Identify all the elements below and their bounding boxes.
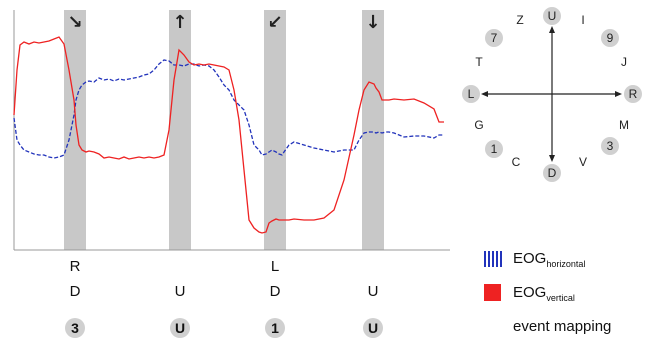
legend-event-mapping: event mapping (513, 318, 612, 335)
compass-circle-label: R (629, 87, 638, 101)
chart-axes (13, 10, 450, 251)
compass-circle (601, 137, 619, 155)
event-band (64, 10, 86, 250)
event-mapping-badge: 1 (265, 318, 285, 338)
compass-circle-label: U (548, 9, 557, 23)
compass-arrowhead-left (481, 91, 488, 97)
compass-arrowhead-right (615, 91, 622, 97)
legend-horizontal-sub: horizontal (546, 259, 586, 269)
event-bands (64, 10, 384, 250)
event-band (362, 10, 384, 250)
event-mapping-badge: U (363, 318, 383, 338)
legend-vertical-label: EOGvertical (513, 284, 575, 303)
legend-vertical-sub: vertical (546, 293, 575, 303)
legend-horizontal-swatch-bar (488, 251, 490, 267)
compass-letter: M (619, 118, 629, 132)
compass-circle-label: 9 (607, 31, 614, 45)
compass-circle (485, 140, 503, 158)
compass-circle (601, 29, 619, 47)
legend-swatches (484, 251, 502, 301)
event-direction-label: D (269, 283, 281, 300)
compass-circle (462, 85, 480, 103)
direction-arrow: ↙ (267, 12, 282, 33)
compass-letter: Z (516, 13, 523, 27)
event-mapping-badge: U (170, 318, 190, 338)
compass-circle-label: L (468, 87, 475, 101)
compass-circle (543, 164, 561, 182)
legend-horizontal-label: EOGhorizontal (513, 250, 585, 269)
event-band (169, 10, 191, 250)
series-horizontal-line (13, 59, 444, 159)
direction-arrow: ↓ (365, 12, 380, 33)
event-band (264, 10, 286, 250)
compass-letter: T (475, 55, 483, 69)
direction-arrow: ↘ (67, 12, 82, 33)
event-direction-label: U (174, 283, 186, 300)
compass-arrowhead-down (549, 155, 555, 162)
compass-arrowhead-up (549, 26, 555, 33)
legend-horizontal-swatch-bar (492, 251, 494, 267)
compass-letter: I (581, 13, 584, 27)
legend-horizontal-swatch-bar (484, 251, 486, 267)
compass-circle-label: D (548, 166, 557, 180)
compass-circle (624, 85, 642, 103)
direction-arrow: ↑ (172, 12, 187, 33)
event-direction-label: D (69, 283, 81, 300)
compass-circle (543, 7, 561, 25)
event-direction-label: U (367, 283, 379, 300)
chart-series (13, 36, 444, 234)
legend-horizontal-swatch-bar (500, 251, 502, 267)
event-direction-label: L (270, 258, 280, 275)
compass-letter: C (512, 155, 521, 169)
series-vertical-line (13, 36, 444, 234)
legend-horizontal-main: EOG (513, 250, 547, 267)
legend-vertical-swatch (484, 284, 501, 301)
compass-circle (485, 29, 503, 47)
compass-circle-label: 3 (607, 139, 614, 153)
compass-circle-label: 7 (491, 31, 498, 45)
compass-letter: V (579, 155, 587, 169)
compass-letter: J (621, 55, 627, 69)
event-mapping-badge: 3 (65, 318, 85, 338)
compass-diagram: U R D L 9 3 1 7 I J M V C G T Z (462, 7, 642, 182)
legend-horizontal-swatch-bar (496, 251, 498, 267)
legend-vertical-main: EOG (513, 284, 547, 301)
compass-letter: G (474, 118, 483, 132)
event-direction-label: R (69, 258, 81, 275)
compass-circle-label: 1 (491, 142, 498, 156)
direction-arrows: ↘ ↑ ↙ ↓ (67, 12, 380, 33)
